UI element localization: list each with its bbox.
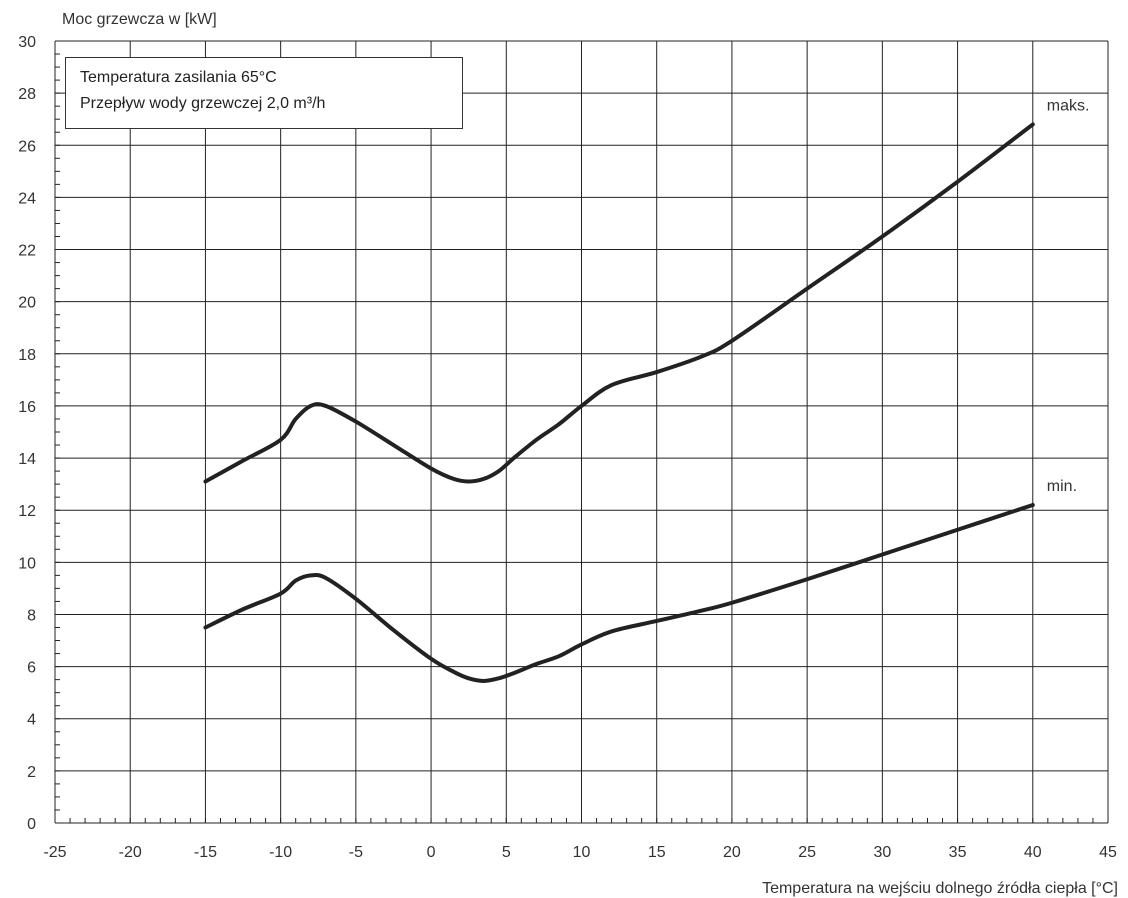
x-tick-label: 10: [573, 844, 591, 861]
data-point: [610, 384, 613, 387]
data-point: [354, 420, 357, 423]
data-point: [309, 574, 312, 577]
series-layer: maks. min.: [204, 97, 1090, 682]
data-point: [204, 626, 207, 629]
x-tick-label: 35: [949, 844, 967, 861]
y-tick-label: 4: [27, 712, 36, 729]
data-point: [204, 480, 207, 483]
y-tick-label: 8: [27, 607, 36, 624]
data-point: [512, 672, 515, 675]
y-tick-label: 18: [18, 347, 36, 364]
data-point: [956, 180, 959, 183]
x-tick-label: 45: [1099, 844, 1117, 861]
data-point: [535, 438, 538, 441]
data-point: [430, 657, 433, 660]
data-point: [309, 404, 312, 407]
data-point: [242, 459, 245, 462]
data-point: [580, 643, 583, 646]
data-point: [294, 417, 297, 420]
data-point: [580, 404, 583, 407]
y-tick-label: 30: [18, 34, 36, 51]
data-point: [242, 608, 245, 611]
y-tick-label: 28: [18, 86, 36, 103]
y-tick-label: 26: [18, 138, 36, 155]
data-point: [1031, 503, 1034, 506]
data-point: [482, 477, 485, 480]
data-point: [535, 662, 538, 665]
data-point: [482, 679, 485, 682]
data-point: [279, 438, 282, 441]
x-tick-label: -10: [269, 844, 292, 861]
data-point: [497, 470, 500, 473]
data-point: [294, 579, 297, 582]
data-point: [324, 576, 327, 579]
y-tick-label: 20: [18, 295, 36, 312]
y-tick-label: 14: [18, 451, 36, 468]
x-tick-label: 30: [873, 844, 891, 861]
data-point: [1031, 123, 1034, 126]
series-line-min: [205, 505, 1032, 681]
data-point: [700, 609, 703, 612]
data-point: [467, 480, 470, 483]
data-point: [467, 677, 470, 680]
info-box: Temperatura zasilania 65°C Przepływ wody…: [65, 57, 463, 129]
data-point: [806, 287, 809, 290]
series-label: maks.: [1047, 97, 1090, 114]
data-point: [730, 339, 733, 342]
x-axis-label: Temperatura na wejściu dolnego źródła ci…: [762, 880, 1118, 897]
y-tick-label: 0: [27, 816, 36, 833]
x-tick-label: 15: [648, 844, 666, 861]
x-tick-label: 25: [798, 844, 816, 861]
x-tick-label: 0: [427, 844, 436, 861]
x-tick-label: -25: [43, 844, 66, 861]
y-tick-label: 2: [27, 764, 36, 781]
water-flow-note: Przepływ wody grzewczej 2,0 m³/h: [80, 91, 462, 117]
data-point: [610, 630, 613, 633]
x-tick-label: 40: [1024, 844, 1042, 861]
data-point: [279, 592, 282, 595]
data-point: [512, 457, 515, 460]
x-tick-labels: -25 -20 -15 -10 -5 0 5 10 15 20 25 30 35 40 45: [43, 844, 1117, 861]
data-point: [497, 677, 500, 680]
supply-temperature-note: Temperatura zasilania 65°C: [80, 65, 462, 91]
data-point: [392, 444, 395, 447]
data-point: [354, 597, 357, 600]
x-tick-label: -5: [349, 844, 363, 861]
data-point: [700, 355, 703, 358]
y-tick-label: 16: [18, 399, 36, 416]
y-tick-label: 24: [18, 190, 36, 207]
x-tick-label: -15: [194, 844, 217, 861]
data-point: [392, 629, 395, 632]
data-point: [655, 619, 658, 622]
y-tick-label: 22: [18, 243, 36, 260]
x-tick-label: 5: [502, 844, 511, 861]
data-point: [452, 670, 455, 673]
y-tick-label: 12: [18, 503, 36, 520]
data-point: [956, 528, 959, 531]
x-tick-label: 20: [723, 844, 741, 861]
data-point: [557, 423, 560, 426]
data-point: [324, 404, 327, 407]
x-tick-label: -20: [119, 844, 142, 861]
data-point: [806, 578, 809, 581]
data-point: [730, 601, 733, 604]
y-axis-label: Moc grzewcza w [kW]: [62, 11, 217, 28]
y-tick-label: 6: [27, 660, 36, 677]
data-point: [655, 371, 658, 374]
data-point: [452, 477, 455, 480]
data-point: [430, 467, 433, 470]
series-label: min.: [1047, 478, 1077, 495]
data-point: [881, 235, 884, 238]
series-line-max: [205, 124, 1032, 481]
y-tick-label: 10: [18, 555, 36, 572]
data-point: [557, 655, 560, 658]
data-point: [881, 553, 884, 556]
grid: [55, 41, 1108, 823]
